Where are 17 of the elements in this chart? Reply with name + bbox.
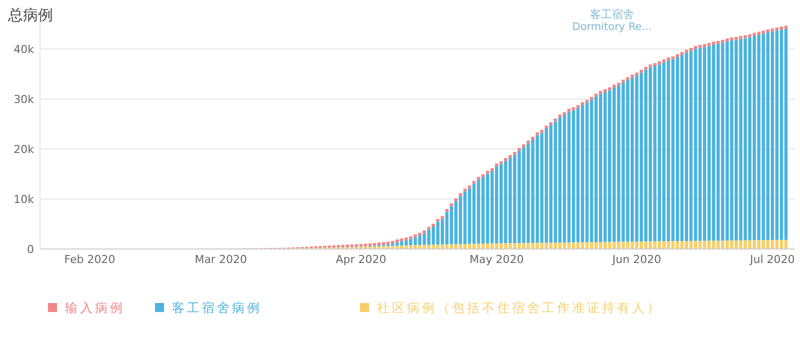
x-tick-label: Jul 2020 [749,253,795,266]
x-tick-label: Mar 2020 [194,253,247,266]
y-tick-label: 20k [14,143,35,156]
annotation: Dormitory Re... [572,21,652,33]
y-tick-label: 10k [14,193,35,206]
legend-label: 客工宿舍病例 [172,300,262,315]
x-tick-label: Apr 2020 [336,253,386,266]
y-tick-label: 0 [27,243,34,256]
y-tick-label: 30k [14,93,35,106]
x-tick-label: Jun 2020 [611,253,662,266]
legend-label: 输入病例 [65,300,125,315]
chart-title: 总病例 [7,6,53,24]
x-tick-label: Feb 2020 [64,253,116,266]
legend-label: 社区病例（包括不住宿舍工作准证持有人） [377,300,662,315]
annotation: 客工宿舍 [590,8,634,21]
y-tick-label: 40k [14,43,35,56]
x-tick-label: May 2020 [470,253,524,266]
